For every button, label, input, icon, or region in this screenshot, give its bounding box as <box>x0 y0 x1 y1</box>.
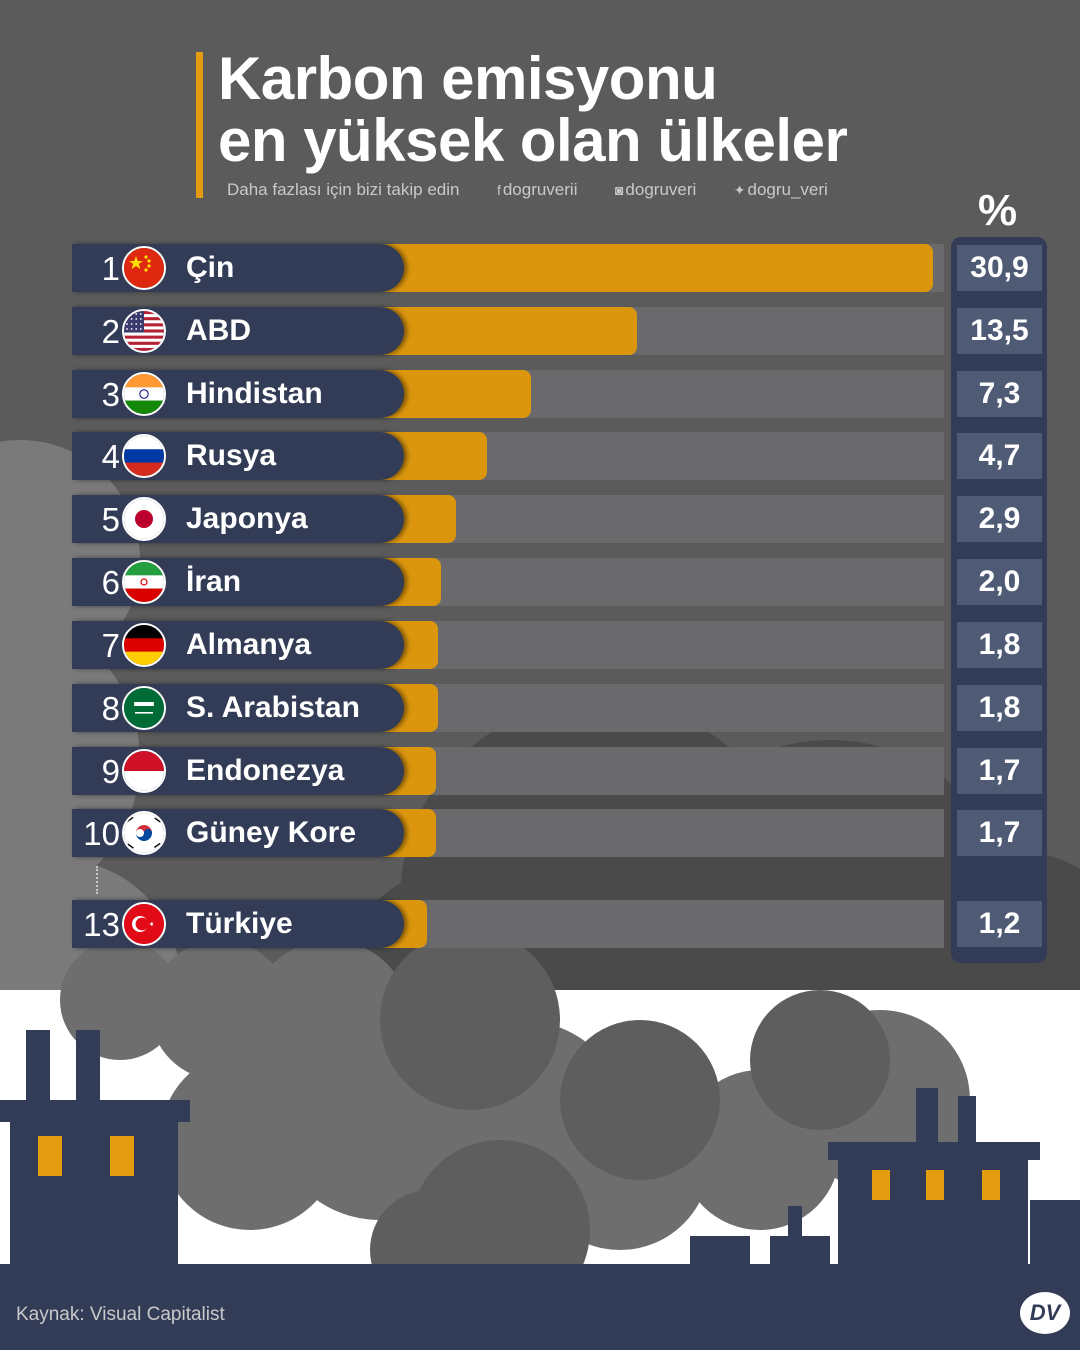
india-flag-icon <box>122 372 166 416</box>
rank-number: 10 <box>83 815 120 852</box>
value-label: 1,8 <box>957 685 1042 731</box>
country-name: ABD <box>186 314 251 347</box>
chart-title: Karbon emisyonu en yüksek olan ülkeler <box>218 45 848 174</box>
bar-row: 4 Rusya <box>72 432 944 480</box>
instagram-handle[interactable]: dogruveri <box>625 180 697 199</box>
value-label: 4,7 <box>957 433 1042 479</box>
instagram-icon: ◙ <box>614 182 624 198</box>
value-label: 7,3 <box>957 371 1042 417</box>
bar-row: 10 Güney Kore <box>72 809 944 857</box>
country-name: Çin <box>186 251 235 284</box>
bar-row: 2 ABD <box>72 307 944 355</box>
country-name: Almanya <box>186 628 312 661</box>
rank-number: 1 <box>101 250 120 287</box>
brand-logo: DV <box>1020 1292 1070 1334</box>
bar-row: 7 Almanya <box>72 621 944 669</box>
facebook-icon: f <box>496 182 501 198</box>
iran-flag-icon <box>122 560 166 604</box>
rank-number: 6 <box>101 564 120 601</box>
rank-gap-dots <box>96 866 98 894</box>
bar-row: 8 S. Arabistan <box>72 684 944 732</box>
twitter-icon: ✦ <box>733 182 746 198</box>
country-name: Endonezya <box>186 754 345 787</box>
rank-number: 8 <box>101 690 120 727</box>
rank-number: 9 <box>101 753 120 790</box>
title-line-2: en yüksek olan ülkeler <box>218 107 848 174</box>
bar-row: 3 Hindistan <box>72 370 944 418</box>
value-column-header: % <box>978 186 1018 235</box>
value-label: 2,0 <box>957 559 1042 605</box>
country-name: Güney Kore <box>186 816 357 849</box>
country-name: İran <box>186 565 242 598</box>
germany-flag-icon <box>122 623 166 667</box>
bar-row: 9 Endonezya <box>72 747 944 795</box>
value-label: 2,9 <box>957 496 1042 542</box>
china-flag-icon <box>122 246 166 290</box>
value-label: 13,5 <box>957 308 1042 354</box>
usa-flag-icon <box>122 309 166 353</box>
turkey-flag-icon <box>122 902 166 946</box>
country-name: Hindistan <box>186 377 323 410</box>
rank-number: 13 <box>83 906 120 943</box>
title-line-1: Karbon emisyonu <box>218 45 718 112</box>
rank-number: 4 <box>101 438 120 475</box>
title-accent-bar <box>196 52 203 198</box>
follow-text: Daha fazlası için bizi takip edin <box>227 180 460 199</box>
bar-row: 5 Japonya <box>72 495 944 543</box>
rank-number: 5 <box>101 501 120 538</box>
value-label: 30,9 <box>957 245 1042 291</box>
rank-number: 2 <box>101 313 120 350</box>
value-label: 1,2 <box>957 901 1042 947</box>
russia-flag-icon <box>122 434 166 478</box>
country-name: Rusya <box>186 439 277 472</box>
south-korea-flag-icon <box>122 811 166 855</box>
saudi-arabia-flag-icon <box>122 686 166 730</box>
country-name: Türkiye <box>186 907 293 940</box>
rank-number: 3 <box>101 376 120 413</box>
facebook-handle[interactable]: dogruverii <box>502 180 578 199</box>
twitter-handle[interactable]: dogru_veri <box>747 180 828 199</box>
social-bar: Daha fazlası için bizi takip edin f dogru… <box>227 180 828 200</box>
value-label: 1,7 <box>957 810 1042 856</box>
indonesia-flag-icon <box>122 749 166 793</box>
country-name: Japonya <box>186 502 308 535</box>
bar-row: 1 Çin <box>72 244 944 292</box>
country-name: S. Arabistan <box>186 691 360 724</box>
source-note: Kaynak: Visual Capitalist <box>16 1304 225 1325</box>
value-label: 1,7 <box>957 748 1042 794</box>
bar-row: 6 İran <box>72 558 944 606</box>
rank-number: 7 <box>101 627 120 664</box>
japan-flag-icon <box>122 497 166 541</box>
value-label: 1,8 <box>957 622 1042 668</box>
bar-row: 13 Türkiye <box>72 900 944 948</box>
